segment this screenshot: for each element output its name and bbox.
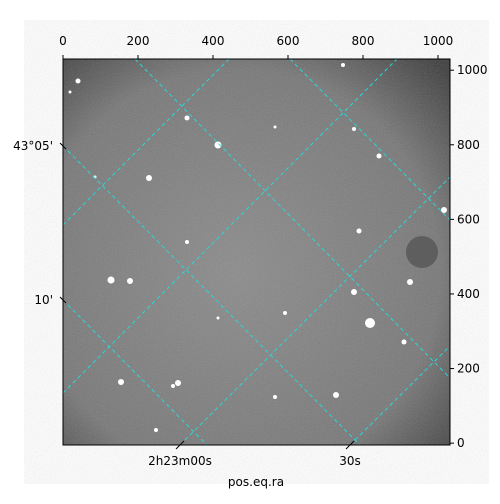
- x-tick-label: 800: [352, 34, 375, 48]
- x-tick-label: 1000: [423, 34, 454, 48]
- y-tick-label: 400: [457, 287, 480, 301]
- x-tick-label: 0: [59, 34, 67, 48]
- dec-tick-label: 10': [34, 293, 53, 307]
- image: [63, 59, 450, 445]
- y-tick-label: 0: [457, 436, 465, 450]
- ra-tick: [345, 440, 355, 450]
- y-tick-label: 1000: [457, 63, 488, 77]
- x-tick-label: 400: [202, 34, 225, 48]
- ra-tick-label: 30s: [339, 454, 361, 468]
- x-tick-label: 600: [277, 34, 300, 48]
- ra-tick: [175, 440, 185, 450]
- y-tick-label: 800: [457, 138, 480, 152]
- coordinate-grid: [62, 58, 451, 446]
- y-tick-label: 200: [457, 362, 480, 376]
- y-tick-label: 600: [457, 212, 480, 226]
- x-tick-label: 200: [127, 34, 150, 48]
- x-axis-label: pos.eq.ra: [228, 475, 284, 489]
- dec-tick-label: 43°05': [13, 139, 53, 153]
- plot-frame: [62, 58, 451, 446]
- ra-tick-label: 2h23m00s: [148, 454, 212, 468]
- dec-tick: [59, 142, 67, 150]
- dec-tick: [59, 296, 67, 304]
